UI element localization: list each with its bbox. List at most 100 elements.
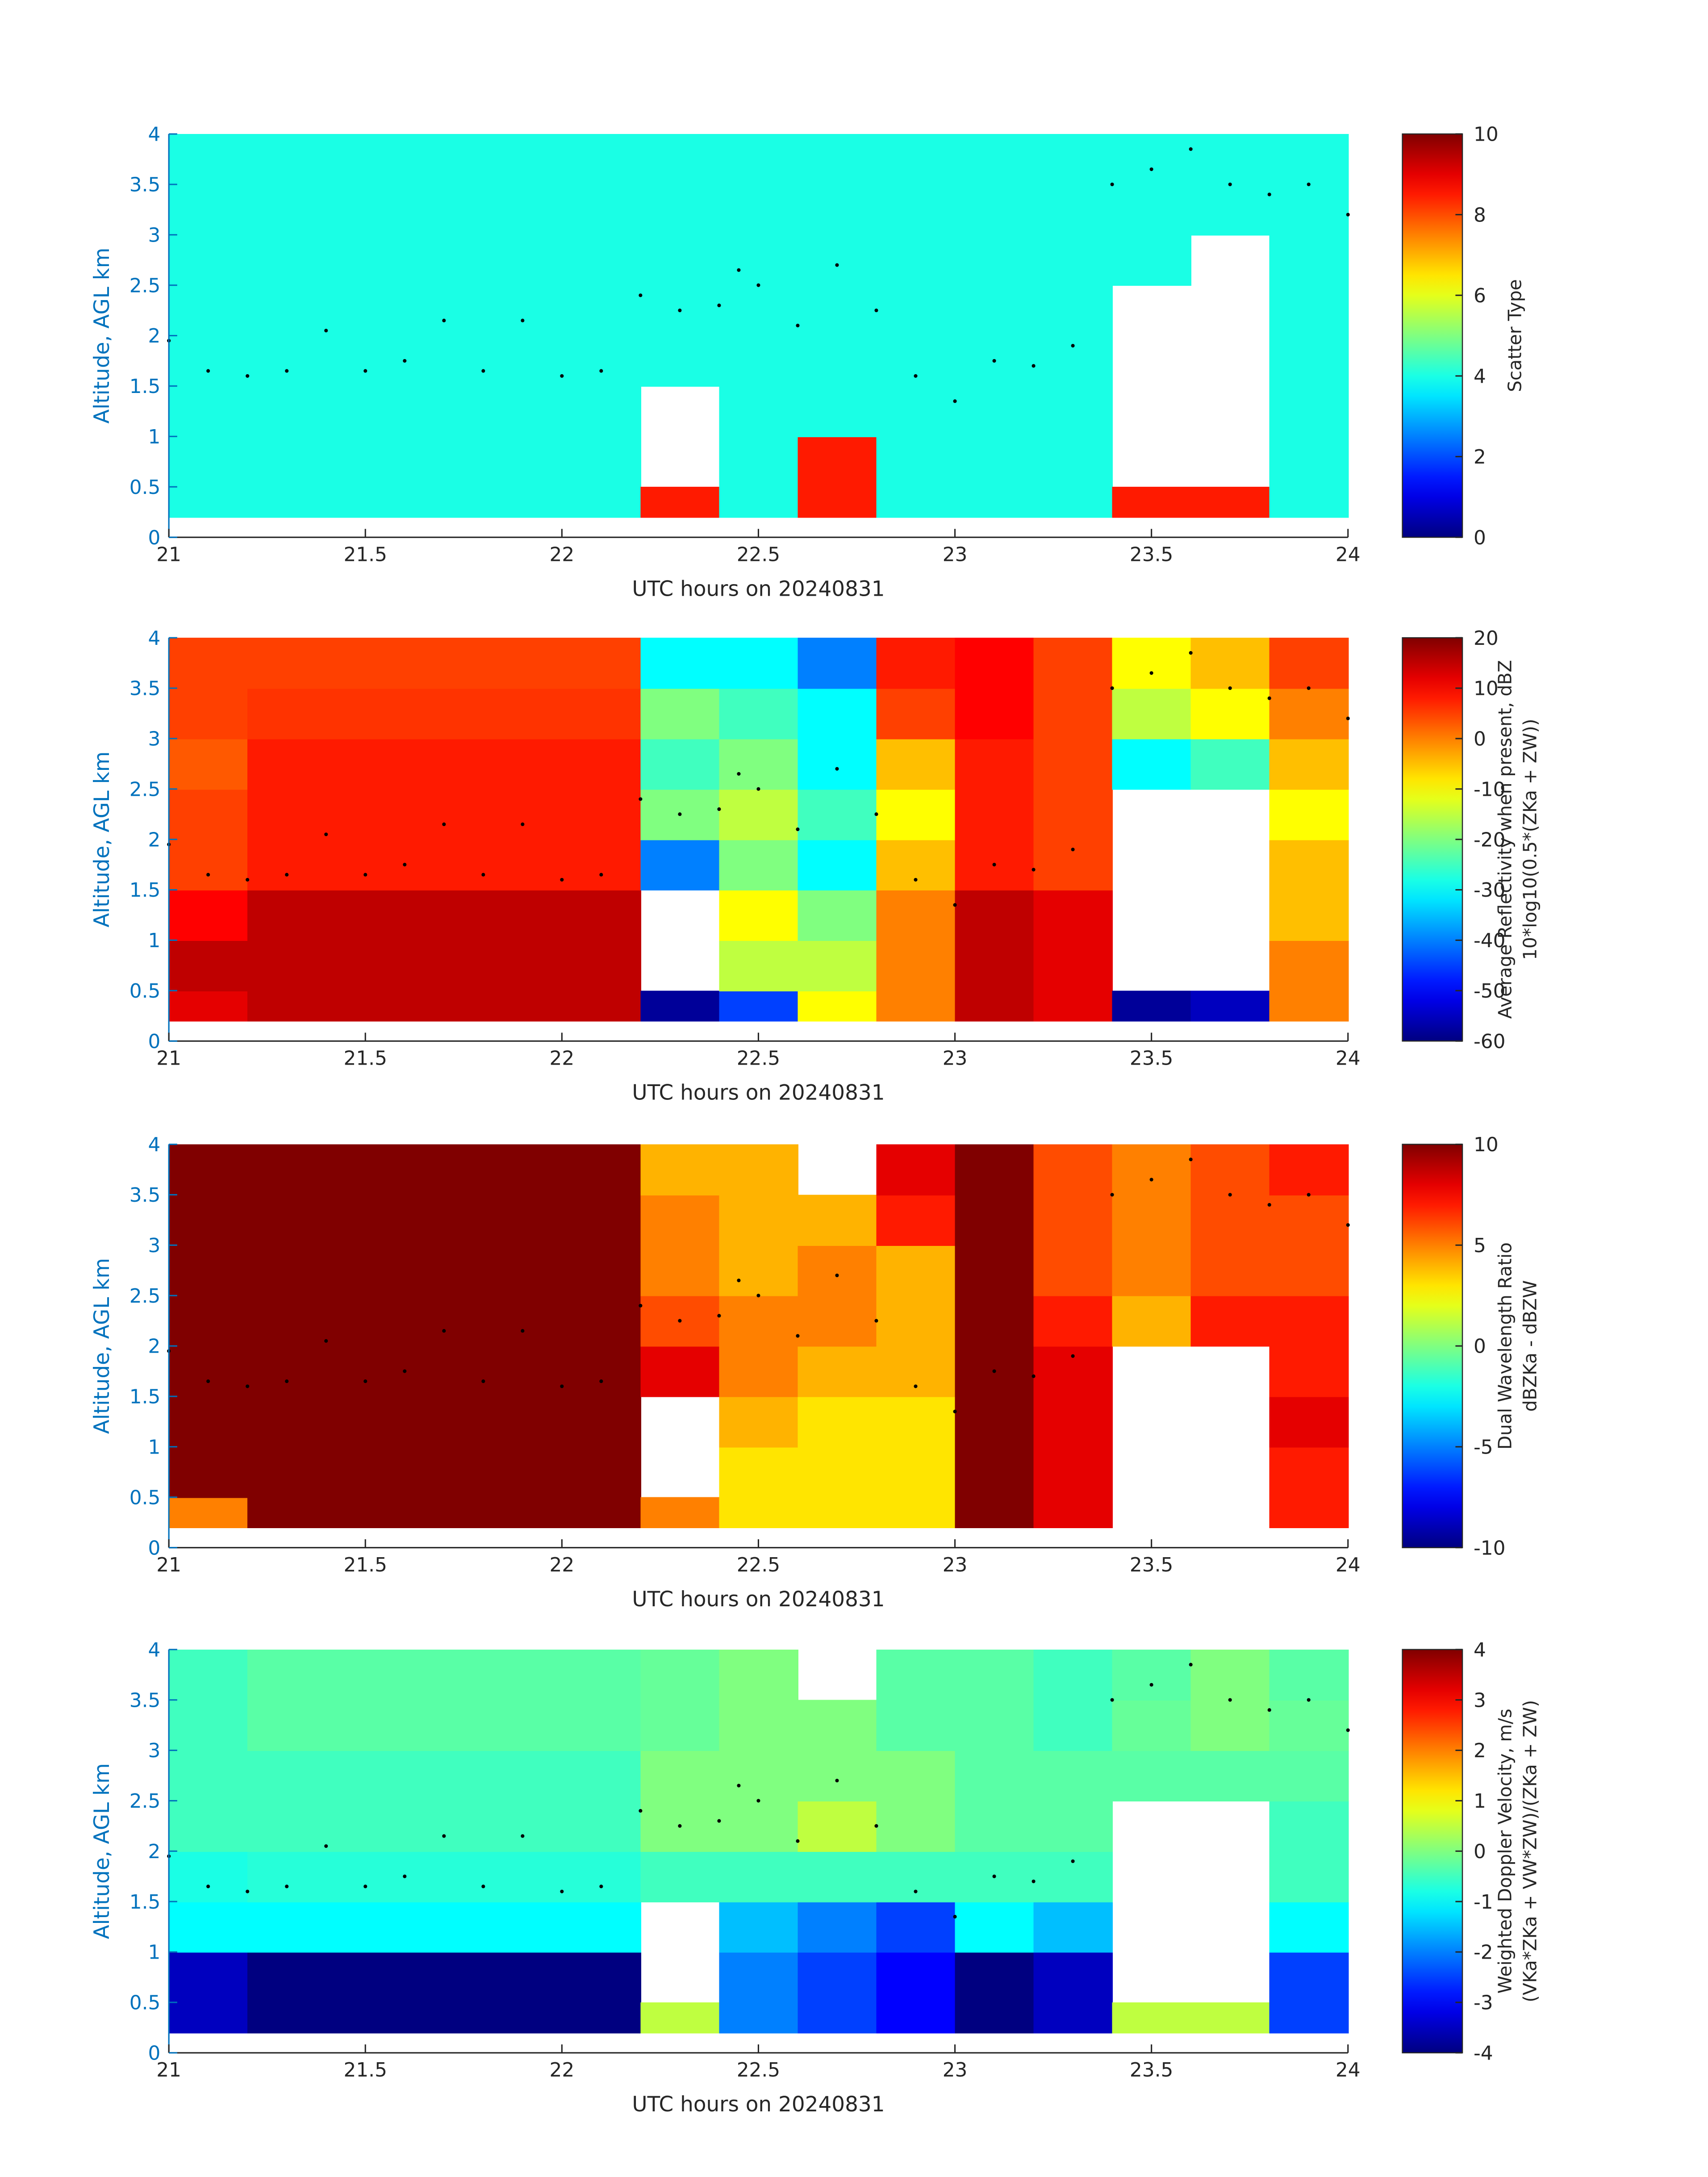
cloud-base-dot [206, 1885, 210, 1889]
y-tick-label: 4 [148, 1133, 161, 1156]
heatmap-cell [1033, 1700, 1113, 1751]
heatmap-cell [562, 1901, 641, 1953]
y-tick-label: 1.5 [129, 1386, 161, 1408]
heatmap-cell [955, 638, 1035, 689]
cloud-base-dot [1110, 182, 1114, 186]
heatmap-cell [1112, 184, 1192, 236]
heatmap-cell [798, 1446, 877, 1498]
heatmap-cell [1190, 1195, 1270, 1246]
heatmap-cell [955, 1901, 1035, 1953]
heatmap-cell [562, 839, 641, 891]
heatmap-cell [1033, 688, 1113, 740]
heatmap-cell [1033, 134, 1113, 185]
heatmap-cell [562, 1446, 641, 1498]
heatmap-cell [169, 839, 248, 891]
x-tick-label: 23.5 [1130, 1554, 1173, 1576]
cloud-base-dot [639, 797, 643, 801]
heatmap-cell [876, 1396, 956, 1448]
cloud-base-dot [1071, 344, 1075, 348]
cloud-base-dot [914, 374, 918, 378]
colorbar-tick-label: 6 [1474, 284, 1486, 307]
heatmap-cell [169, 1700, 248, 1751]
heatmap-cell [247, 1901, 327, 1953]
heatmap-cell [562, 1801, 641, 1852]
heatmap-cell [798, 2002, 877, 2034]
cloud-base-dot [1110, 686, 1114, 690]
heatmap-cell [1033, 1346, 1113, 1397]
heatmap-cell [955, 184, 1035, 236]
cloud-base-dot [737, 268, 741, 272]
heatmap-cell [876, 890, 956, 941]
cloud-base-dot [403, 359, 407, 363]
heatmap-cell [1269, 990, 1349, 1022]
y-tick-label: 0.5 [129, 476, 161, 499]
heatmap-cell [1190, 990, 1270, 1022]
cloud-base-dot [717, 303, 721, 307]
heatmap-cell [719, 940, 799, 991]
cloud-base-dot [599, 873, 603, 877]
heatmap-cell [326, 487, 405, 518]
colorbar-tick-label: -20 [1474, 828, 1505, 851]
cloud-base-dot [1346, 716, 1350, 720]
cloud-base-dot [1110, 1193, 1114, 1197]
heatmap-cell [1190, 1144, 1270, 1195]
y-tick-label: 1 [148, 1436, 161, 1458]
heatmap-cell [640, 839, 720, 891]
heatmap-cell [483, 234, 563, 286]
heatmap-cell [562, 134, 641, 185]
cloud-base-dot [678, 309, 682, 313]
heatmap-cell [483, 1750, 563, 1801]
heatmap-cell [562, 2002, 641, 2034]
heatmap-cell [562, 940, 641, 991]
y-tick-label: 2.5 [129, 778, 161, 801]
cloud-base-dot [1031, 1374, 1036, 1378]
heatmap-cell [1269, 1346, 1349, 1397]
heatmap-cell [1033, 940, 1113, 991]
heatmap-cell [1112, 1195, 1192, 1246]
heatmap-cell [1033, 1901, 1113, 1953]
heatmap-cell [326, 1649, 405, 1701]
heatmap-cell [1269, 1801, 1349, 1852]
heatmap-cell [483, 487, 563, 518]
cloud-base-dot [1346, 1223, 1350, 1227]
cloud-base-dot [1346, 213, 1350, 217]
colorbar-label: Weighted Doppler Velocity, m/s [1494, 1709, 1516, 1993]
heatmap-cell [876, 234, 956, 286]
cloud-base-dot [678, 1824, 682, 1828]
cloud-base-dot [953, 903, 957, 907]
heatmap-cell [562, 1195, 641, 1246]
cloud-base-dot [796, 1839, 800, 1843]
heatmap-cell [955, 1801, 1035, 1852]
cloud-base-dot [639, 1809, 643, 1813]
heatmap-cell [719, 1700, 799, 1751]
heatmap-cell [1190, 1649, 1270, 1701]
heatmap-cell [169, 134, 248, 185]
heatmap-cell [798, 1396, 877, 1448]
colorbar-tick-label: 0 [1474, 1335, 1486, 1358]
heatmap-cell [326, 1801, 405, 1852]
heatmap-cell [876, 335, 956, 387]
heatmap-cell [1269, 1446, 1349, 1498]
heatmap-cell [798, 487, 877, 518]
heatmap-cell [640, 638, 720, 689]
heatmap-cell [562, 1851, 641, 1902]
colorbar-tick-label: 2 [1474, 446, 1486, 468]
x-tick-label: 24 [1336, 2059, 1361, 2081]
heatmap-cell [955, 1649, 1035, 1701]
heatmap-cell [247, 990, 327, 1022]
heatmap-cell [326, 2002, 405, 2034]
heatmap-cell [169, 890, 248, 941]
heatmap-cell [1269, 789, 1349, 840]
heatmap-cell [876, 1851, 956, 1902]
cloud-base-dot [756, 1799, 760, 1803]
cloud-base-dot [1267, 696, 1271, 700]
heatmap-cell [876, 1700, 956, 1751]
heatmap-cell [1112, 1295, 1192, 1347]
heatmap-cell [640, 234, 720, 286]
heatmap-cell [640, 990, 720, 1022]
heatmap-cell [1033, 1750, 1113, 1801]
heatmap-cell [955, 738, 1035, 790]
heatmap-cell [640, 1346, 720, 1397]
heatmap-cell [405, 1649, 484, 1701]
heatmap-cell [169, 1649, 248, 1701]
